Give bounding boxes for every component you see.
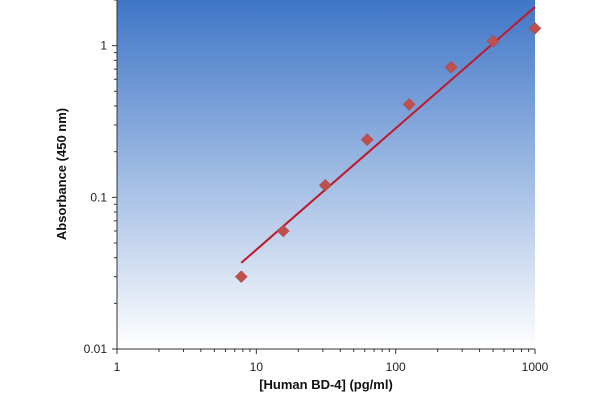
data-point xyxy=(528,22,542,35)
fit-line-layer xyxy=(240,6,536,264)
y-tick-label: 0.1 xyxy=(90,190,107,204)
y-axis-ticks: 0.01 0.1 1 xyxy=(84,0,117,356)
plot-area xyxy=(117,0,535,349)
y-tick-label: 1 xyxy=(100,39,107,53)
x-tick-label: 100 xyxy=(386,360,406,374)
x-axis-ticks: 1 10 100 1000 xyxy=(114,349,549,374)
x-axis-title: [Human BD-4] (pg/ml) xyxy=(259,377,393,392)
data-points-layer xyxy=(234,22,542,283)
x-tick-label: 1000 xyxy=(522,360,549,374)
y-tick-label: 0.01 xyxy=(84,342,108,356)
fit-line xyxy=(240,6,536,264)
data-point xyxy=(276,224,290,238)
x-tick-label: 1 xyxy=(114,360,121,374)
y-axis-title: Absorbance (450 nm) xyxy=(54,108,69,240)
x-tick-label: 10 xyxy=(250,360,264,374)
data-point xyxy=(360,133,374,147)
data-point xyxy=(444,60,458,74)
data-point xyxy=(402,98,416,111)
data-point xyxy=(318,178,332,192)
data-point xyxy=(486,34,500,48)
data-point xyxy=(234,270,248,283)
